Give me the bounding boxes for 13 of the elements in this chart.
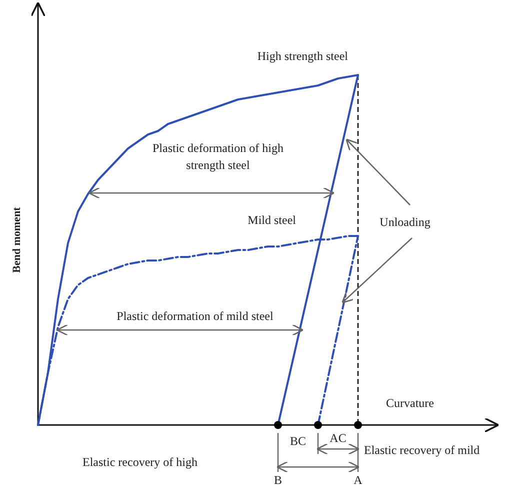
- x-axis-title: Curvature: [386, 396, 434, 410]
- annotation: B: [274, 473, 282, 487]
- annotation: Plastic deformation of mild steel: [116, 309, 274, 323]
- text: BC: [290, 434, 306, 448]
- y-axis-title: Bend moment: [11, 206, 23, 273]
- annotation: Unloading: [380, 215, 430, 229]
- series-label: Mild steel: [248, 213, 297, 227]
- annotation: Plastic deformation of high strength steel: [152, 141, 284, 172]
- text: Elastic recovery of high: [82, 455, 198, 469]
- text: Elastic recovery of mild: [364, 443, 480, 457]
- text: AC: [330, 431, 346, 445]
- series-label: High strength steel: [257, 49, 349, 63]
- annotation: A: [354, 473, 363, 487]
